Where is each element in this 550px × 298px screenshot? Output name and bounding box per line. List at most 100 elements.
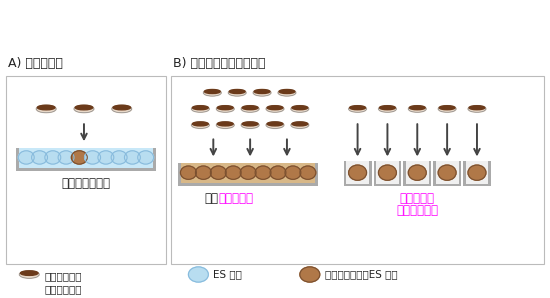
Ellipse shape [300,267,320,282]
Text: ES 細胞: ES 細胞 [213,269,242,280]
Ellipse shape [379,106,395,110]
Ellipse shape [349,105,366,112]
Bar [19,148,152,168]
Ellipse shape [266,105,284,112]
Ellipse shape [267,106,283,110]
Ellipse shape [98,151,114,164]
Ellipse shape [468,165,486,180]
Bar [152,148,156,171]
Ellipse shape [267,122,283,126]
Ellipse shape [468,105,486,112]
Bar [433,161,461,186]
Ellipse shape [242,106,258,110]
Ellipse shape [349,165,366,180]
Bar [170,76,543,264]
Ellipse shape [278,89,296,96]
Ellipse shape [217,106,233,110]
Ellipse shape [408,165,426,180]
Ellipse shape [113,105,130,110]
Ellipse shape [19,271,39,278]
Ellipse shape [58,151,74,164]
Ellipse shape [195,166,211,179]
Bar [465,161,488,184]
Ellipse shape [112,105,132,113]
Ellipse shape [192,106,208,110]
Text: 多種類の導入: 多種類の導入 [397,204,438,217]
Ellipse shape [74,105,94,113]
Ellipse shape [300,166,316,179]
Ellipse shape [254,89,270,94]
Ellipse shape [378,165,397,180]
Ellipse shape [285,166,301,179]
Ellipse shape [36,105,56,113]
Ellipse shape [266,122,284,128]
Ellipse shape [75,105,93,110]
Bar [376,161,399,184]
Ellipse shape [18,151,34,164]
Ellipse shape [217,122,233,126]
Bar [315,163,318,186]
Ellipse shape [37,105,55,110]
Ellipse shape [469,106,485,110]
Ellipse shape [408,105,426,112]
Ellipse shape [241,122,259,128]
Bar [344,161,371,186]
Ellipse shape [242,122,258,126]
Text: 簡単に安く: 簡単に安く [400,192,435,205]
Ellipse shape [45,151,60,164]
Ellipse shape [378,105,397,112]
Ellipse shape [72,151,87,164]
Ellipse shape [255,166,271,179]
Ellipse shape [438,105,456,112]
Ellipse shape [292,122,308,126]
Bar [179,163,182,186]
Ellipse shape [241,105,259,112]
Ellipse shape [240,166,256,179]
Ellipse shape [204,89,221,96]
Bar [403,161,431,186]
Ellipse shape [124,151,140,164]
Ellipse shape [279,89,295,94]
Ellipse shape [226,166,241,179]
Bar [436,161,459,184]
Text: プラスミドと
試薬の複合体: プラスミドと 試薬の複合体 [44,271,81,294]
Text: 効率が高い: 効率が高い [218,192,254,205]
Ellipse shape [253,89,271,96]
Ellipse shape [31,151,47,164]
Ellipse shape [229,89,245,94]
Text: A) 従来の方法: A) 従来の方法 [8,57,63,70]
Ellipse shape [189,267,208,282]
Bar [16,168,156,171]
Bar [7,76,166,264]
Text: 導入: 導入 [204,192,218,205]
Ellipse shape [85,151,101,164]
Bar [16,148,19,171]
Ellipse shape [409,106,425,110]
Bar [463,161,491,186]
Bar [346,161,369,184]
Ellipse shape [291,105,309,112]
Ellipse shape [111,151,127,164]
Ellipse shape [350,106,365,110]
Ellipse shape [20,271,38,275]
Ellipse shape [205,89,220,94]
Text: 導入効率が低い: 導入効率が低い [62,177,111,190]
Ellipse shape [210,166,226,179]
Bar [179,183,318,186]
Text: プラスミド導入ES 細胞: プラスミド導入ES 細胞 [324,269,397,280]
Ellipse shape [138,151,153,164]
Ellipse shape [191,105,210,112]
Ellipse shape [216,122,234,128]
Bar [182,163,315,183]
Ellipse shape [439,106,455,110]
Text: B) 改良型遺伝子導入方法: B) 改良型遺伝子導入方法 [173,57,265,70]
Ellipse shape [292,106,308,110]
Ellipse shape [438,165,456,180]
Ellipse shape [216,105,234,112]
Ellipse shape [191,122,210,128]
Bar [406,161,428,184]
Bar [373,161,402,186]
Ellipse shape [270,166,286,179]
Ellipse shape [228,89,246,96]
Ellipse shape [291,122,309,128]
